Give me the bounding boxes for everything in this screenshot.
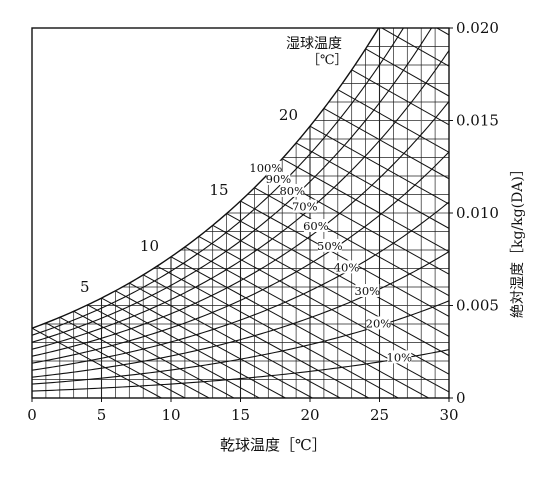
grid-layer xyxy=(32,28,449,398)
wet-bulb-label: 20 xyxy=(279,106,298,124)
wet-bulb-label: 15 xyxy=(209,181,228,199)
labels-layer: 5 10 15 20 100%90%80% 70% 60% 50% 40% 30% 20% 10% xyxy=(80,106,412,364)
x-axis-label: 乾球温度［℃］ xyxy=(220,436,327,454)
y-tick-label: 0.005 xyxy=(456,297,499,315)
y-tick-label: 0.020 xyxy=(456,19,499,37)
y-tick-label: 0.010 xyxy=(456,204,499,222)
x-tick-label: 0 xyxy=(27,406,37,424)
rh-label: 30% xyxy=(355,284,381,298)
rh-label: 50% xyxy=(317,239,343,253)
rh-curve xyxy=(32,151,449,364)
wet-bulb-line xyxy=(337,89,449,153)
wet-bulb-line xyxy=(365,48,449,97)
rh-label: 20% xyxy=(366,316,392,330)
rh-label: 10% xyxy=(387,350,413,364)
rh-label-bg xyxy=(366,316,391,330)
wet-bulb-line xyxy=(73,310,235,398)
wet-bulb-line xyxy=(87,304,260,398)
rh-label: 70% xyxy=(292,200,318,214)
wet-bulb-line xyxy=(323,108,449,180)
rh-curve xyxy=(32,50,449,350)
wet-bulb-line xyxy=(115,290,313,398)
wet-bulb-line xyxy=(59,316,210,398)
wet-bulb-line xyxy=(142,274,369,398)
y-axis-label: 絶対湿度［kg/kg(DA)］ xyxy=(510,162,526,318)
wet-bulb-label: 5 xyxy=(80,278,90,296)
y-tick-label: 0.015 xyxy=(456,112,499,130)
wet-bulb-line xyxy=(32,327,162,398)
right-grid-extension xyxy=(407,120,449,306)
wet-bulb-line xyxy=(101,297,286,398)
rh-label: 60% xyxy=(303,219,329,233)
rh-label: 80% xyxy=(279,184,305,198)
x-tick-label: 10 xyxy=(161,406,180,424)
x-tick-label: 15 xyxy=(231,406,250,424)
wet-bulb-label: 10 xyxy=(140,237,159,255)
rh-label-bg xyxy=(355,284,380,298)
x-tick-label: 5 xyxy=(97,406,107,424)
rh-label-bg xyxy=(317,238,342,252)
wet-bulb-line xyxy=(268,173,449,275)
rh-label-bg xyxy=(280,183,305,197)
wet-bulb-line xyxy=(198,236,449,375)
wet-bulb-line xyxy=(351,69,449,126)
rh-label-bg xyxy=(303,219,328,233)
rh-label-bg xyxy=(292,199,317,213)
x-tick-label: 25 xyxy=(370,406,389,424)
wet-bulb-line xyxy=(156,265,399,398)
rh-label-bg xyxy=(334,260,359,274)
x-tick-label: 20 xyxy=(300,406,319,424)
rh-curve xyxy=(32,28,405,336)
rh-label-bg xyxy=(387,350,412,364)
x-tick-label: 30 xyxy=(439,406,458,424)
wet-bulb-line xyxy=(226,213,449,337)
rh-curve xyxy=(32,201,449,371)
rh-label: 40% xyxy=(334,260,360,274)
rh-curve xyxy=(32,101,449,357)
rh-label-bg xyxy=(266,171,291,185)
wet-bulb-line xyxy=(309,125,449,205)
rh-label: 100% xyxy=(249,161,282,175)
wet-bulb-line xyxy=(170,256,429,398)
rh-label: 90% xyxy=(266,172,292,186)
wet-bulb-title: 湿球温度 xyxy=(286,36,342,52)
rh-curve xyxy=(32,28,380,329)
rh-curve xyxy=(32,28,433,343)
rh-curve xyxy=(32,349,449,392)
wet-bulb-line xyxy=(281,158,449,253)
wet-bulb-line xyxy=(129,282,341,398)
rh-label-bg xyxy=(250,160,282,174)
wet-bulb-line xyxy=(407,0,557,398)
wet-bulb-line xyxy=(240,200,449,318)
wet-bulb-unit: ［℃］ xyxy=(307,53,348,68)
wet-bulb-lines xyxy=(32,0,557,398)
wet-bulb-line xyxy=(212,224,449,357)
wet-bulb-line xyxy=(184,246,449,393)
rh-curve xyxy=(32,251,449,378)
wet-bulb-line xyxy=(45,322,186,398)
y-tick-label: 0 xyxy=(456,389,466,407)
